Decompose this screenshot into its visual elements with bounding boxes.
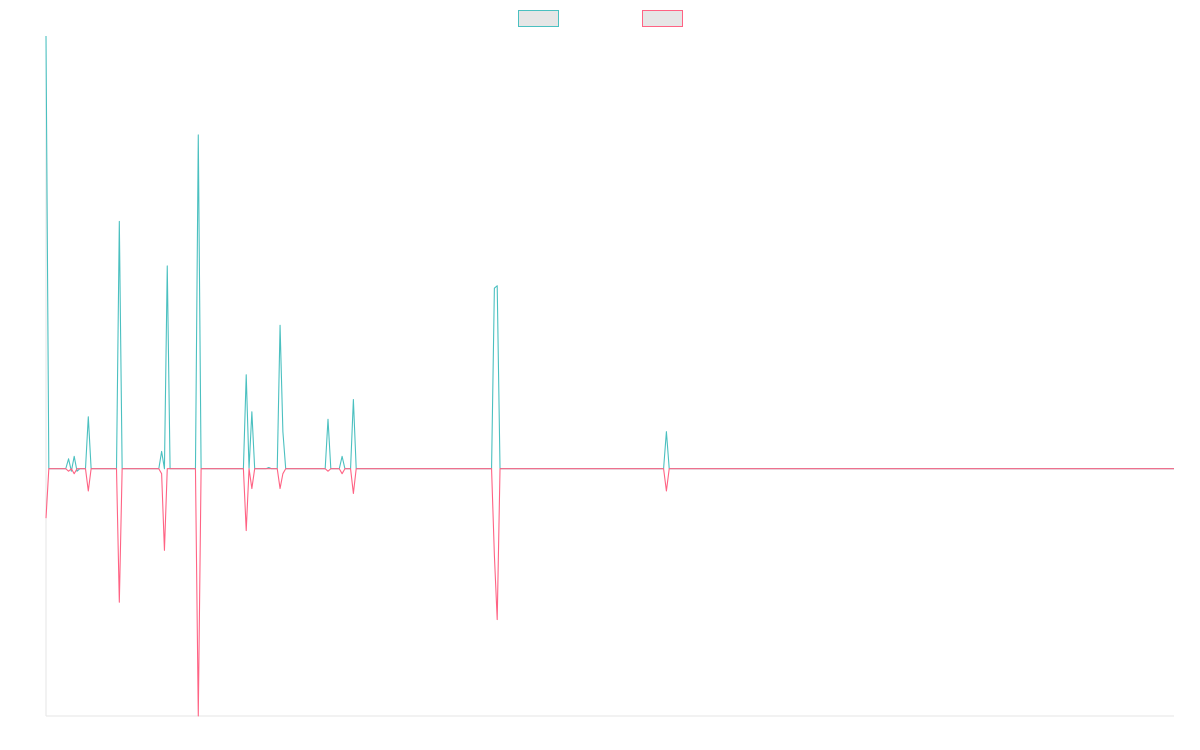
legend[interactable] — [518, 10, 683, 27]
legend-swatch-2[interactable] — [642, 10, 683, 27]
series-line-1 — [45, 35, 1174, 472]
series-line-2 — [45, 468, 1174, 717]
series-layer — [45, 35, 1174, 717]
legend-swatch-1[interactable] — [518, 10, 559, 27]
axes — [45, 36, 1174, 717]
